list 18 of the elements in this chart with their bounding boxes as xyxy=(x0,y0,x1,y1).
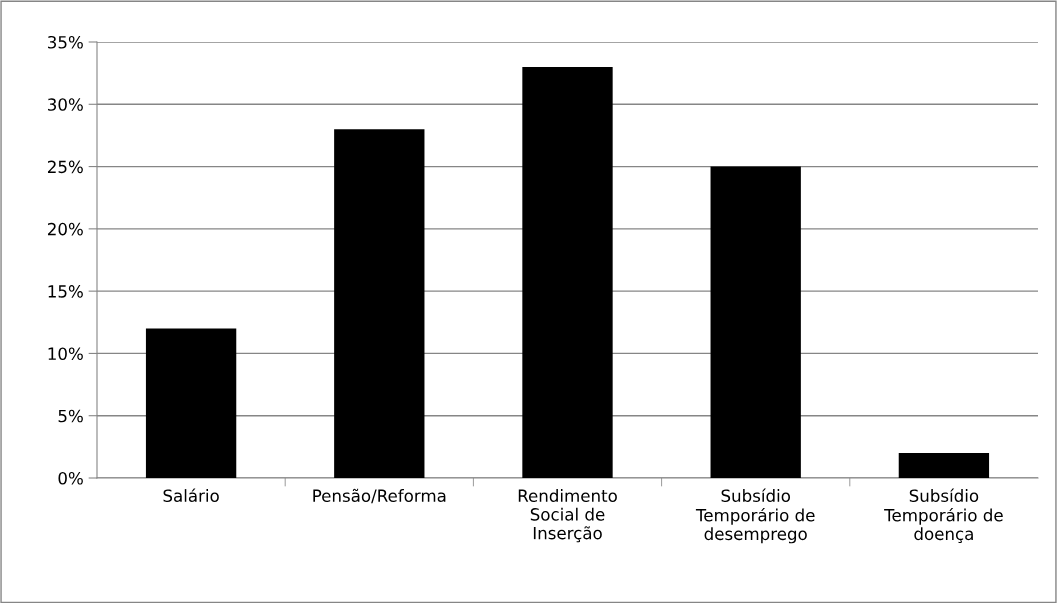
y-tick-label: 35% xyxy=(48,35,83,49)
bar xyxy=(145,328,237,478)
y-tick-label: 20% xyxy=(47,222,83,236)
bar xyxy=(898,453,990,478)
bar xyxy=(334,129,425,478)
x-tick-label: Subsídio Temporário de desemprego xyxy=(695,488,815,544)
x-tick-label: Pensão/Reforma xyxy=(313,488,446,504)
x-tick-label: Rendimento Social de Inserção xyxy=(518,489,617,543)
bar xyxy=(522,66,613,478)
y-tick-label: 15% xyxy=(48,285,83,298)
y-tick-label: 25% xyxy=(47,160,83,174)
y-tick-label: 30% xyxy=(48,98,83,111)
bar xyxy=(710,166,801,478)
x-tick-label: Salário xyxy=(163,488,219,503)
y-tick-label: 10% xyxy=(48,347,83,360)
y-tick-label: 5% xyxy=(58,409,83,423)
y-tick-label: 0% xyxy=(58,471,83,485)
x-tick-label: Subsídio Temporário de doença xyxy=(884,488,1003,544)
